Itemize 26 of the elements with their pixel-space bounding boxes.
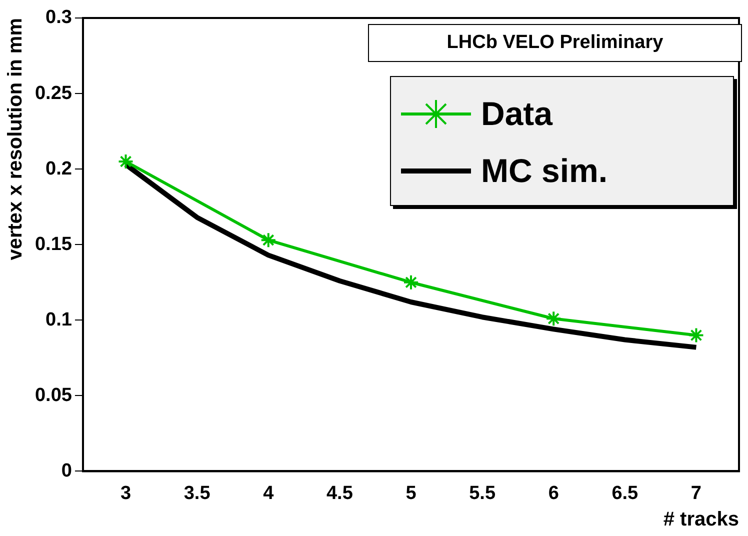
- x-tick-label: 4.5: [326, 482, 354, 504]
- point: [546, 310, 562, 327]
- y-tick-label: 0.1: [46, 309, 72, 330]
- y-axis-title: vertex x resolution in mm: [4, 18, 27, 260]
- y-tick-label: 0.15: [34, 234, 72, 255]
- point: [402, 274, 419, 290]
- x-tick-label: 7: [690, 482, 702, 504]
- legend-label: MC sim.: [481, 152, 608, 190]
- y-tick-label: 0.2: [46, 158, 72, 180]
- x-tick-label: 6: [548, 482, 559, 504]
- text-box: LHCb VELO Preliminary: [368, 24, 742, 62]
- y-tick-label: 0: [61, 460, 72, 482]
- y-tick-label: 0.05: [34, 384, 72, 406]
- y-tick-label: 0.3: [46, 7, 72, 28]
- x-tick-label: 5: [406, 482, 417, 504]
- point: [688, 327, 704, 344]
- x-axis-title: # tracks: [663, 508, 739, 531]
- x-tick-label: 5.5: [469, 482, 496, 504]
- point: [260, 232, 276, 248]
- x-tick-label: 4: [263, 482, 274, 504]
- point: [118, 154, 134, 170]
- y-tick-label: 0.25: [34, 82, 72, 104]
- x-tick-label: 6.5: [612, 482, 639, 504]
- x-tick-label: 3.5: [184, 482, 211, 504]
- legend-label: Data: [481, 94, 553, 132]
- x-tick-label: 3: [120, 482, 132, 504]
